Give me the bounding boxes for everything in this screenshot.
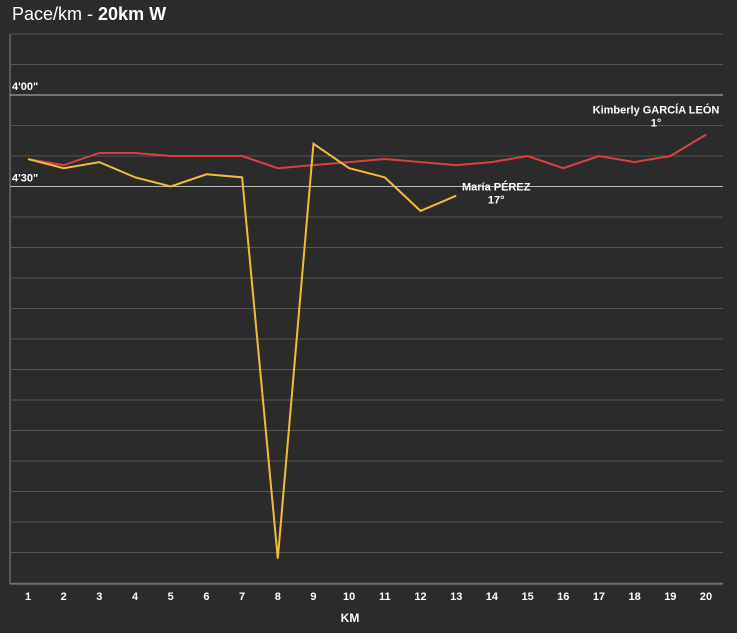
chart-title: Pace/km - 20km W (12, 4, 166, 24)
x-tick-label: 16 (557, 591, 569, 603)
x-tick-label: 20 (700, 591, 712, 603)
x-tick-label: 10 (343, 591, 355, 603)
x-tick-label: 7 (239, 591, 245, 603)
series-line (27, 133, 707, 170)
x-tick-label: 4 (132, 591, 139, 603)
x-tick-label: 5 (168, 591, 174, 603)
x-tick-label: 12 (414, 591, 426, 603)
x-tick-label: 18 (629, 591, 641, 603)
series-name: María PÉREZ (462, 181, 531, 194)
series-rank: 17° (488, 195, 505, 207)
series-rank: 1° (651, 118, 662, 130)
x-tick-label: 3 (96, 591, 102, 603)
x-tick-label: 14 (486, 591, 499, 603)
x-tick-label: 11 (379, 591, 391, 603)
x-tick-label: 17 (593, 591, 605, 603)
x-tick-label: 9 (310, 591, 316, 603)
series-line (27, 142, 457, 559)
x-tick-label: 8 (275, 591, 281, 603)
title-bold: 20km W (98, 4, 166, 24)
x-tick-label: 1 (25, 591, 31, 603)
x-tick-label: 13 (450, 591, 462, 603)
y-tick-label: 4'30" (12, 172, 38, 184)
x-tick-label: 2 (61, 591, 67, 603)
title-text: Pace/km - (12, 4, 98, 24)
x-tick-label: 15 (521, 591, 533, 603)
x-axis-label: KM (341, 611, 360, 625)
x-tick-label: 6 (203, 591, 209, 603)
y-tick-label: 4'00" (12, 81, 38, 93)
series-name: Kimberly GARCÍA LEÓN (593, 104, 720, 117)
x-tick-label: 19 (664, 591, 676, 603)
